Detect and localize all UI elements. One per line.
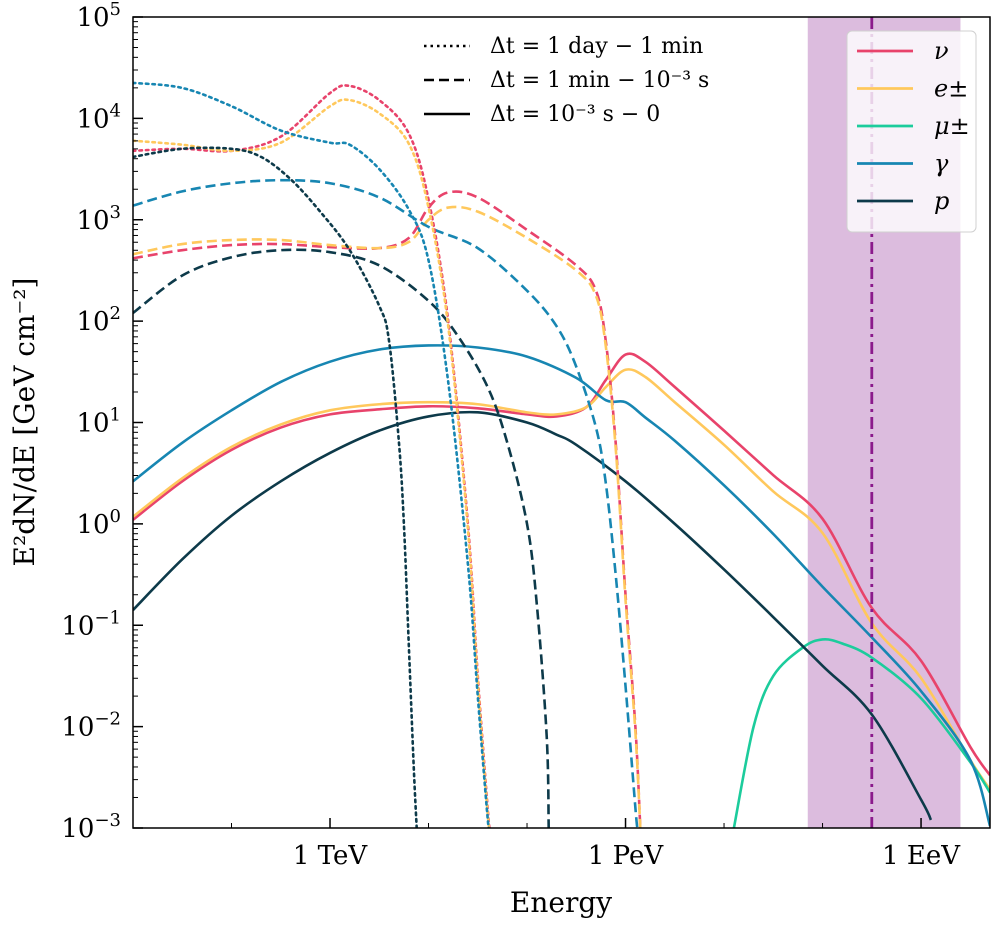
y-tick-mantissa: 10 <box>76 409 109 439</box>
series-e-dashed <box>133 205 642 828</box>
x-tick-label: 1 PeV <box>588 841 665 871</box>
legend-label-mu: μ± <box>934 112 970 140</box>
series-p-solid <box>133 410 933 821</box>
y-tick-exponent: 4 <box>110 100 121 121</box>
y-tick-exponent: 2 <box>110 303 121 324</box>
y-tick-mantissa: 10 <box>76 510 109 540</box>
series-nu-dashed <box>133 190 642 828</box>
y-axis-title: E²dN/dE [GeV cm⁻²] <box>8 278 41 567</box>
y-tick-exponent: 1 <box>110 405 121 426</box>
x-tick-label: 1 EeV <box>882 841 961 871</box>
legend-label-nu: ν <box>934 37 949 65</box>
particle-legend-frame <box>846 30 977 233</box>
legend-label-dotted: Δt = 1 day − 1 min <box>490 34 703 59</box>
series-p-dashed <box>133 248 550 828</box>
series-gamma-dashed <box>133 178 639 828</box>
legend-label-dashed: Δt = 1 min − 10⁻³ s <box>490 68 709 93</box>
legend-label-e: e± <box>934 75 968 103</box>
y-tick-exponent: −3 <box>94 810 121 831</box>
y-tick-mantissa: 10 <box>76 307 109 337</box>
x-tick-label: 1 TeV <box>293 841 369 871</box>
legend-label-solid: Δt = 10⁻³ s − 0 <box>490 102 660 127</box>
particle-legend: ν e± μ± γp <box>846 30 977 233</box>
legend-label-gamma: γ <box>934 150 949 178</box>
y-tick-label: 10−2 <box>61 709 121 743</box>
series-gamma-dotted <box>133 81 491 828</box>
y-tick-label: 10−3 <box>61 810 121 844</box>
y-tick-mantissa: 10 <box>61 814 94 844</box>
legend-label-p: p <box>934 187 949 215</box>
y-tick-exponent: −1 <box>94 607 121 628</box>
tick-layer <box>132 16 922 829</box>
y-tick-exponent: 5 <box>110 0 121 20</box>
y-tick-label: 101 <box>76 405 121 439</box>
y-tick-mantissa: 10 <box>76 206 109 236</box>
series-nu-solid <box>133 352 990 777</box>
y-tick-label: 100 <box>76 506 121 540</box>
y-tick-label: 103 <box>76 202 121 236</box>
y-tick-mantissa: 10 <box>76 3 109 33</box>
y-tick-mantissa: 10 <box>76 104 109 134</box>
y-tick-mantissa: 10 <box>61 713 94 743</box>
y-tick-label: 105 <box>76 0 121 33</box>
x-axis-title: Energy <box>510 886 612 919</box>
y-tick-exponent: 0 <box>110 506 121 527</box>
series-nu-dotted <box>133 84 491 828</box>
line-style-legend: Δt = 1 day − 1 min Δt = 1 min − 10⁻³ s Δt … <box>424 34 709 127</box>
y-tick-label: 104 <box>76 100 121 134</box>
y-tick-label: 10−1 <box>61 607 121 641</box>
series-mu-solid <box>732 637 990 828</box>
y-tick-mantissa: 10 <box>61 611 94 641</box>
y-tick-exponent: 3 <box>110 202 121 223</box>
series-p-dotted <box>133 146 418 828</box>
y-tick-label: 102 <box>76 303 121 337</box>
series-e-solid <box>133 368 990 791</box>
series-layer <box>133 81 990 828</box>
series-gamma-solid <box>133 344 990 827</box>
y-tick-exponent: −2 <box>94 709 121 730</box>
